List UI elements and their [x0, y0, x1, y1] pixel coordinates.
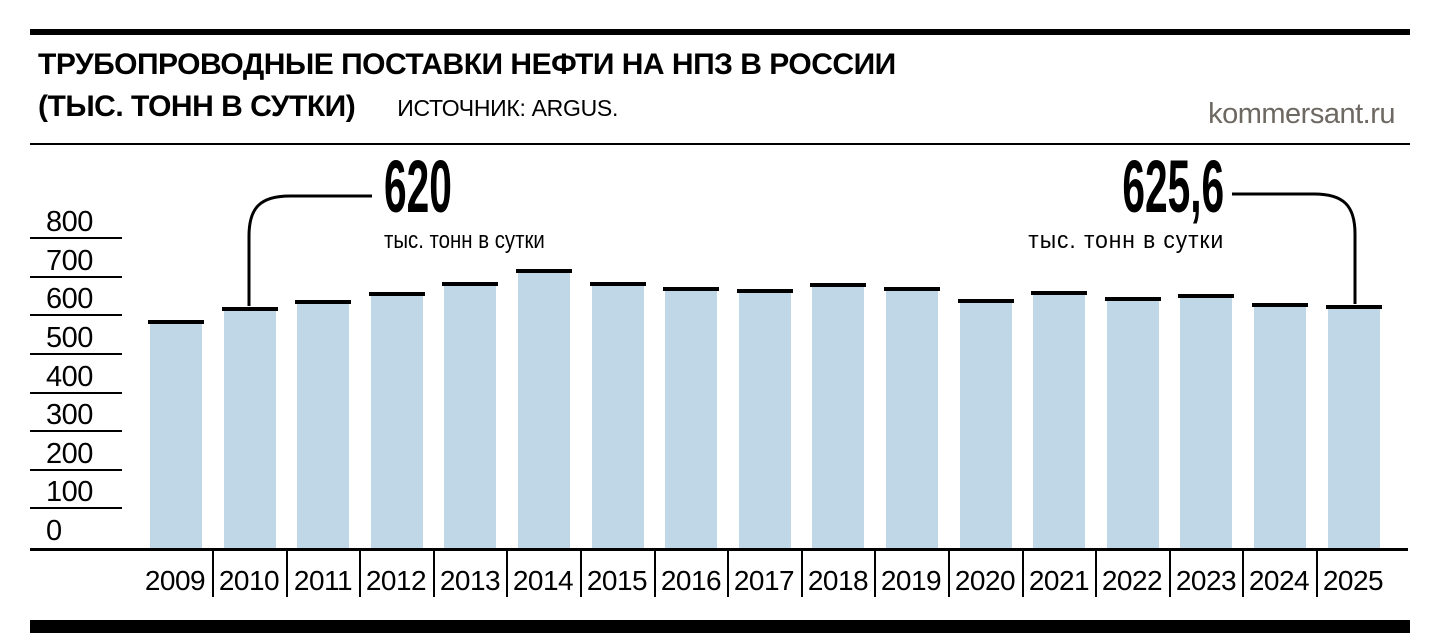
x-axis-label-2023: 2023 [1175, 565, 1237, 596]
x-axis-label-2019: 2019 [880, 565, 942, 596]
x-axis-tick-2011-2012 [359, 549, 361, 597]
bar-2016 [663, 286, 719, 548]
bar-2015 [590, 282, 646, 548]
y-axis-label-100: 100 [46, 476, 93, 509]
x-axis-label-2015: 2015 [586, 565, 648, 596]
header-divider-rule [30, 143, 1410, 145]
y-axis-label-400: 400 [46, 360, 93, 393]
bar-2009 [148, 320, 204, 548]
bar-2024 [1252, 302, 1308, 548]
y-axis-label-600: 600 [46, 283, 93, 316]
y-axis-tick-line-700 [30, 275, 122, 278]
x-axis-tick-2014-2015 [580, 549, 582, 597]
x-axis-tick-2010-2011 [286, 549, 288, 597]
annotation-2025-unit: тыс. тонн в сутки [1028, 227, 1224, 254]
bar-2011 [295, 300, 351, 548]
annotation-2025: 625,6 тыс. тонн в сутки [1018, 145, 1224, 254]
bar-2014 [516, 269, 572, 548]
annotation-2010-unit: тыс. тонн в сутки [384, 227, 545, 254]
chart-title-line2: (ТЫС. ТОНН В СУТКИ) [38, 90, 356, 123]
x-axis-tick-2018-2019 [874, 549, 876, 597]
bar-2019 [884, 286, 940, 548]
y-axis-tick-line-600 [30, 314, 122, 317]
bar-2022 [1105, 297, 1161, 548]
x-axis-tick-2017-2018 [801, 549, 803, 597]
x-axis-label-2013: 2013 [439, 565, 501, 596]
x-axis-tick-2016-2017 [727, 549, 729, 597]
x-axis-tick-2015-2016 [654, 549, 656, 597]
y-axis-tick-line-800 [30, 237, 122, 240]
x-axis-label-2025: 2025 [1322, 565, 1384, 596]
x-axis-tick-2009-2010 [212, 549, 214, 597]
header: ТРУБОПРОВОДНЫЕ ПОСТАВКИ НЕФТИ НА НПЗ В Р… [38, 48, 896, 124]
annotation-2010-value: 620 [384, 145, 452, 228]
y-axis-label-700: 700 [46, 244, 93, 277]
source-label: ИСТОЧНИК: ARGUS. [397, 95, 619, 121]
x-axis-baseline [30, 548, 1408, 551]
y-axis-label-300: 300 [46, 399, 93, 432]
x-axis-tick-2013-2014 [506, 549, 508, 597]
x-axis-label-2021: 2021 [1028, 565, 1090, 596]
bar-2017 [737, 288, 793, 548]
x-axis-label-2010: 2010 [218, 565, 280, 596]
annotation-2010: 620 тыс. тонн в сутки [384, 145, 573, 254]
bar-2020 [958, 298, 1014, 548]
bar-2021 [1031, 291, 1087, 548]
x-axis-label-2014: 2014 [512, 565, 574, 596]
bar-2013 [442, 281, 498, 548]
y-axis-tick-line-500 [30, 353, 122, 355]
x-axis-label-2020: 2020 [954, 565, 1016, 596]
annotation-2025-value: 625,6 [1122, 145, 1224, 228]
x-axis-label-2018: 2018 [807, 565, 869, 596]
x-axis-tick-2020-2021 [1022, 549, 1024, 597]
y-axis-label-800: 800 [46, 206, 93, 239]
y-axis-label-500: 500 [46, 322, 93, 354]
bottom-rule [30, 620, 1410, 633]
x-axis-tick-2024-2025 [1316, 549, 1318, 597]
bar-2025 [1326, 304, 1382, 548]
bar-2010 [222, 306, 278, 548]
y-axis-label-200: 200 [46, 437, 93, 470]
bar-2012 [369, 292, 425, 548]
x-axis-label-2022: 2022 [1101, 565, 1163, 596]
x-axis-tick-2022-2023 [1169, 549, 1171, 597]
y-axis-label-0: 0 [46, 515, 62, 547]
y-axis-tick-line-200 [30, 468, 122, 471]
x-axis-label-2012: 2012 [365, 565, 427, 596]
x-axis-label-2009: 2009 [144, 565, 206, 596]
x-axis-tick-2023-2024 [1242, 549, 1244, 597]
y-axis-tick-line-400 [30, 391, 122, 394]
x-axis-label-2016: 2016 [660, 565, 722, 596]
chart-title-line1: ТРУБОПРОВОДНЫЕ ПОСТАВКИ НЕФТИ НА НПЗ В Р… [38, 48, 896, 81]
bar-2018 [810, 282, 866, 548]
x-axis-label-2024: 2024 [1248, 565, 1310, 596]
bar-2023 [1178, 293, 1234, 548]
x-axis-tick-2012-2013 [433, 549, 435, 597]
top-rule [30, 29, 1410, 35]
y-axis-tick-line-100 [30, 507, 122, 510]
y-axis-tick-line-300 [30, 430, 122, 433]
kommersant-brand: kommersant.ru [1208, 98, 1395, 130]
x-axis-tick-2021-2022 [1095, 549, 1097, 597]
x-axis-label-2017: 2017 [733, 565, 795, 596]
x-axis-tick-2019-2020 [948, 549, 950, 597]
x-axis-label-2011: 2011 [293, 565, 353, 596]
